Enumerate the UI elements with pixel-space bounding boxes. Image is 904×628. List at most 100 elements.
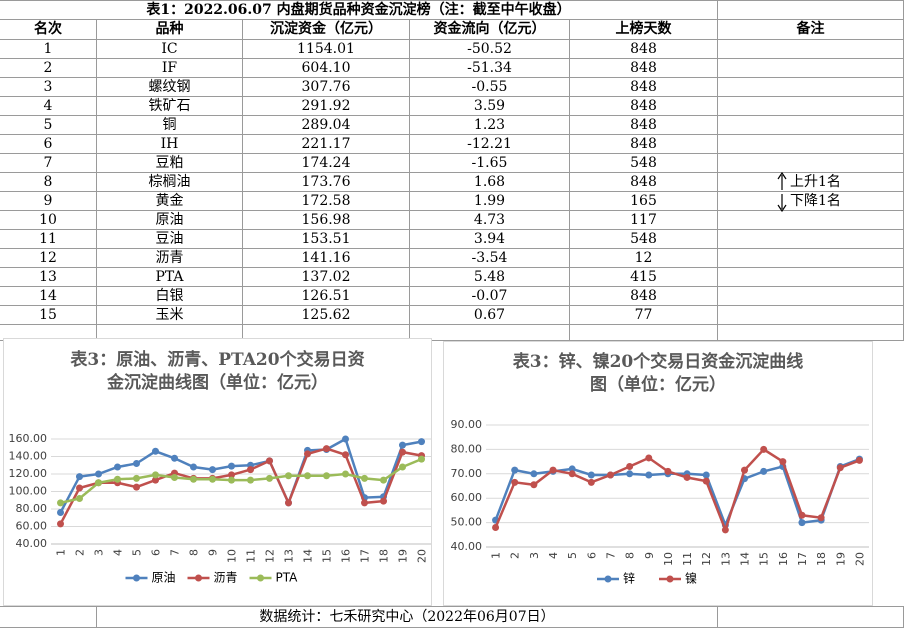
point	[399, 448, 406, 456]
point	[342, 470, 349, 478]
point	[855, 456, 863, 464]
point	[133, 460, 140, 467]
legend-marker	[666, 575, 674, 583]
x-tick-label: 6	[585, 552, 598, 559]
table-cell: 6	[0, 135, 97, 154]
cell	[718, 230, 904, 249]
table-cell: -0.55	[410, 78, 570, 97]
y-tick-label: 140.00	[9, 450, 48, 463]
cell	[718, 268, 904, 287]
y-tick-label: 60.00	[451, 491, 483, 504]
point	[304, 450, 311, 458]
point	[779, 458, 787, 466]
x-tick-label: 15	[758, 552, 771, 566]
point	[511, 478, 519, 486]
x-tick-label: 16	[777, 552, 790, 566]
y-tick-label: 60.00	[16, 520, 48, 533]
x-tick-label: 3	[93, 549, 106, 556]
point	[530, 481, 538, 489]
table-cell: 玉米	[97, 306, 243, 325]
table-cell: 289.04	[243, 116, 410, 135]
note: 下降1名	[790, 193, 841, 209]
table-cell: 156.98	[243, 211, 410, 230]
table-cell: -51.34	[410, 59, 570, 78]
point	[626, 470, 634, 478]
x-tick-label: 17	[359, 549, 372, 563]
point	[152, 447, 159, 455]
x-tick-label: 4	[112, 549, 125, 556]
header-cell: 资金流向（亿元）	[410, 20, 570, 40]
table-cell: -0.07	[410, 287, 570, 306]
table-cell: 12	[570, 249, 718, 268]
table-cell: 848	[570, 40, 718, 59]
x-tick-label: 18	[378, 549, 391, 563]
table-cell: 165	[570, 192, 718, 211]
table-cell: 604.10	[243, 59, 410, 78]
point	[95, 479, 102, 487]
table-cell: 8	[0, 173, 97, 192]
point	[760, 467, 768, 475]
x-tick-label: 1	[490, 552, 503, 559]
x-tick-label: 8	[188, 549, 201, 556]
table-cell: 1154.01	[243, 40, 410, 59]
legend-label: 沥青	[214, 571, 238, 585]
point	[228, 462, 235, 470]
point	[171, 474, 178, 481]
table-cell: 1.23	[410, 116, 570, 135]
x-tick-label: 20	[416, 549, 429, 563]
table-cell: 5.48	[410, 268, 570, 287]
table-cell: 126.51	[243, 287, 410, 306]
table-cell: IH	[97, 135, 243, 154]
y-tick-label: 50.00	[451, 516, 483, 529]
table-cell: 铁矿石	[97, 97, 243, 116]
table-cell: 1	[0, 40, 97, 59]
cell	[570, 325, 718, 341]
point	[133, 474, 140, 482]
point	[760, 445, 768, 453]
x-tick-label: 2	[74, 549, 87, 556]
point	[702, 477, 710, 485]
header-cell: 沉淀资金（亿元）	[243, 20, 410, 40]
point	[798, 519, 806, 527]
x-tick-label: 10	[226, 549, 239, 563]
point	[190, 475, 197, 483]
table-cell: 5	[0, 116, 97, 135]
table-cell: 153.51	[243, 230, 410, 249]
x-tick-label: 20	[853, 552, 866, 566]
note-arrows	[777, 172, 787, 212]
table-cell: -1.65	[410, 154, 570, 173]
point	[57, 509, 64, 516]
point	[152, 471, 159, 479]
cell	[718, 135, 904, 154]
x-tick-label: 7	[604, 552, 617, 559]
point	[342, 435, 349, 443]
table-cell: 沥青	[97, 249, 243, 268]
table-cell: 3.59	[410, 97, 570, 116]
y-tick-label: 160.00	[9, 432, 48, 445]
y-tick-label: 80.00	[451, 442, 483, 455]
x-tick-label: 16	[340, 549, 353, 563]
point	[323, 472, 330, 480]
table-cell: 10	[0, 211, 97, 230]
table-cell: 13	[0, 268, 97, 287]
point	[76, 484, 83, 492]
cell	[718, 325, 904, 341]
point	[587, 471, 595, 479]
legend-marker	[257, 574, 264, 582]
table-cell: 848	[570, 59, 718, 78]
point	[721, 526, 729, 534]
cell	[718, 116, 904, 135]
point	[247, 466, 254, 474]
point	[76, 473, 83, 481]
x-tick-label: 14	[302, 549, 315, 563]
table-cell: 豆粕	[97, 154, 243, 173]
x-tick-label: 7	[169, 549, 182, 556]
point	[361, 474, 368, 482]
table-cell: 7	[0, 154, 97, 173]
cell	[718, 0, 904, 20]
table-cell: 172.58	[243, 192, 410, 211]
table-cell: 4.73	[410, 211, 570, 230]
cell	[718, 606, 904, 628]
x-tick-label: 5	[566, 552, 579, 559]
point	[380, 476, 387, 484]
